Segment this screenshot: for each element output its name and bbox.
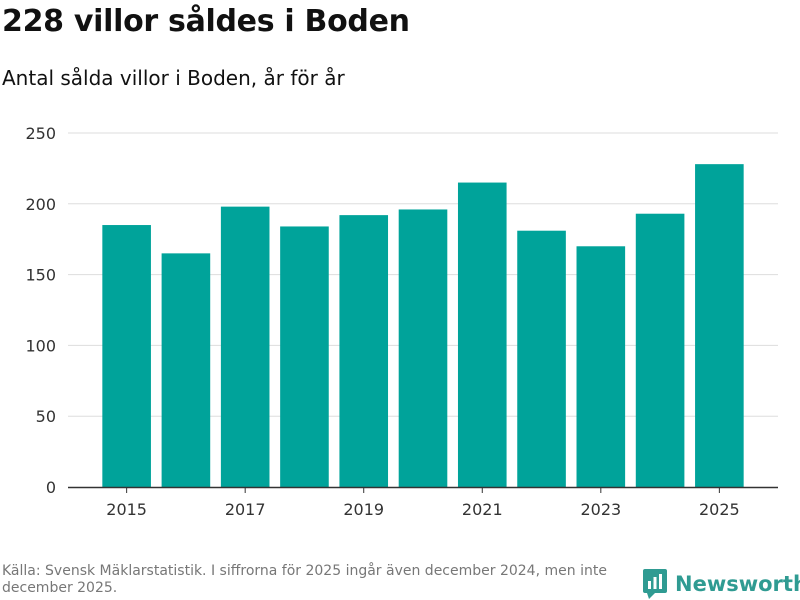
- x-tick-label: 2019: [343, 500, 384, 519]
- bar-2016: [161, 253, 211, 487]
- y-tick-label: 100: [25, 336, 56, 355]
- y-tick-label: 50: [36, 407, 56, 426]
- bar-2017: [220, 206, 270, 487]
- chart-title: 228 villor såldes i Boden: [2, 4, 410, 39]
- bar-2022: [517, 230, 566, 488]
- x-tick-label: 2023: [580, 500, 621, 519]
- y-tick-label: 200: [25, 195, 56, 214]
- bar-2021: [457, 182, 507, 487]
- bar-2015: [102, 225, 151, 488]
- x-tick-label: 2021: [462, 500, 503, 519]
- x-tick-label: 2017: [225, 500, 266, 519]
- bar-2018: [280, 226, 329, 487]
- bar-2025: [695, 164, 744, 488]
- bar-2020: [398, 209, 448, 488]
- y-tick-label: 150: [25, 266, 56, 285]
- source-note: Källa: Svensk Mäklarstatistik. I siffror…: [2, 563, 607, 596]
- bar-2019: [339, 215, 389, 488]
- y-tick-label: 250: [25, 124, 56, 143]
- y-tick-label: 0: [46, 478, 56, 497]
- newsworthy-logo: Newsworthy: [643, 569, 800, 599]
- bar-2024: [635, 213, 685, 487]
- bar-2023: [576, 246, 626, 487]
- newsworthy-logo-icon: [643, 569, 667, 599]
- newsworthy-logo-text: Newsworthy: [675, 572, 800, 596]
- bar-chart: 0 50 100 150 200 250 2015 2017 2019 2021 2023 2025: [25, 124, 778, 519]
- x-tick-label: 2025: [699, 500, 740, 519]
- x-tick-label: 2015: [106, 500, 147, 519]
- chart-subtitle: Antal sålda villor i Boden, år för år: [2, 66, 345, 90]
